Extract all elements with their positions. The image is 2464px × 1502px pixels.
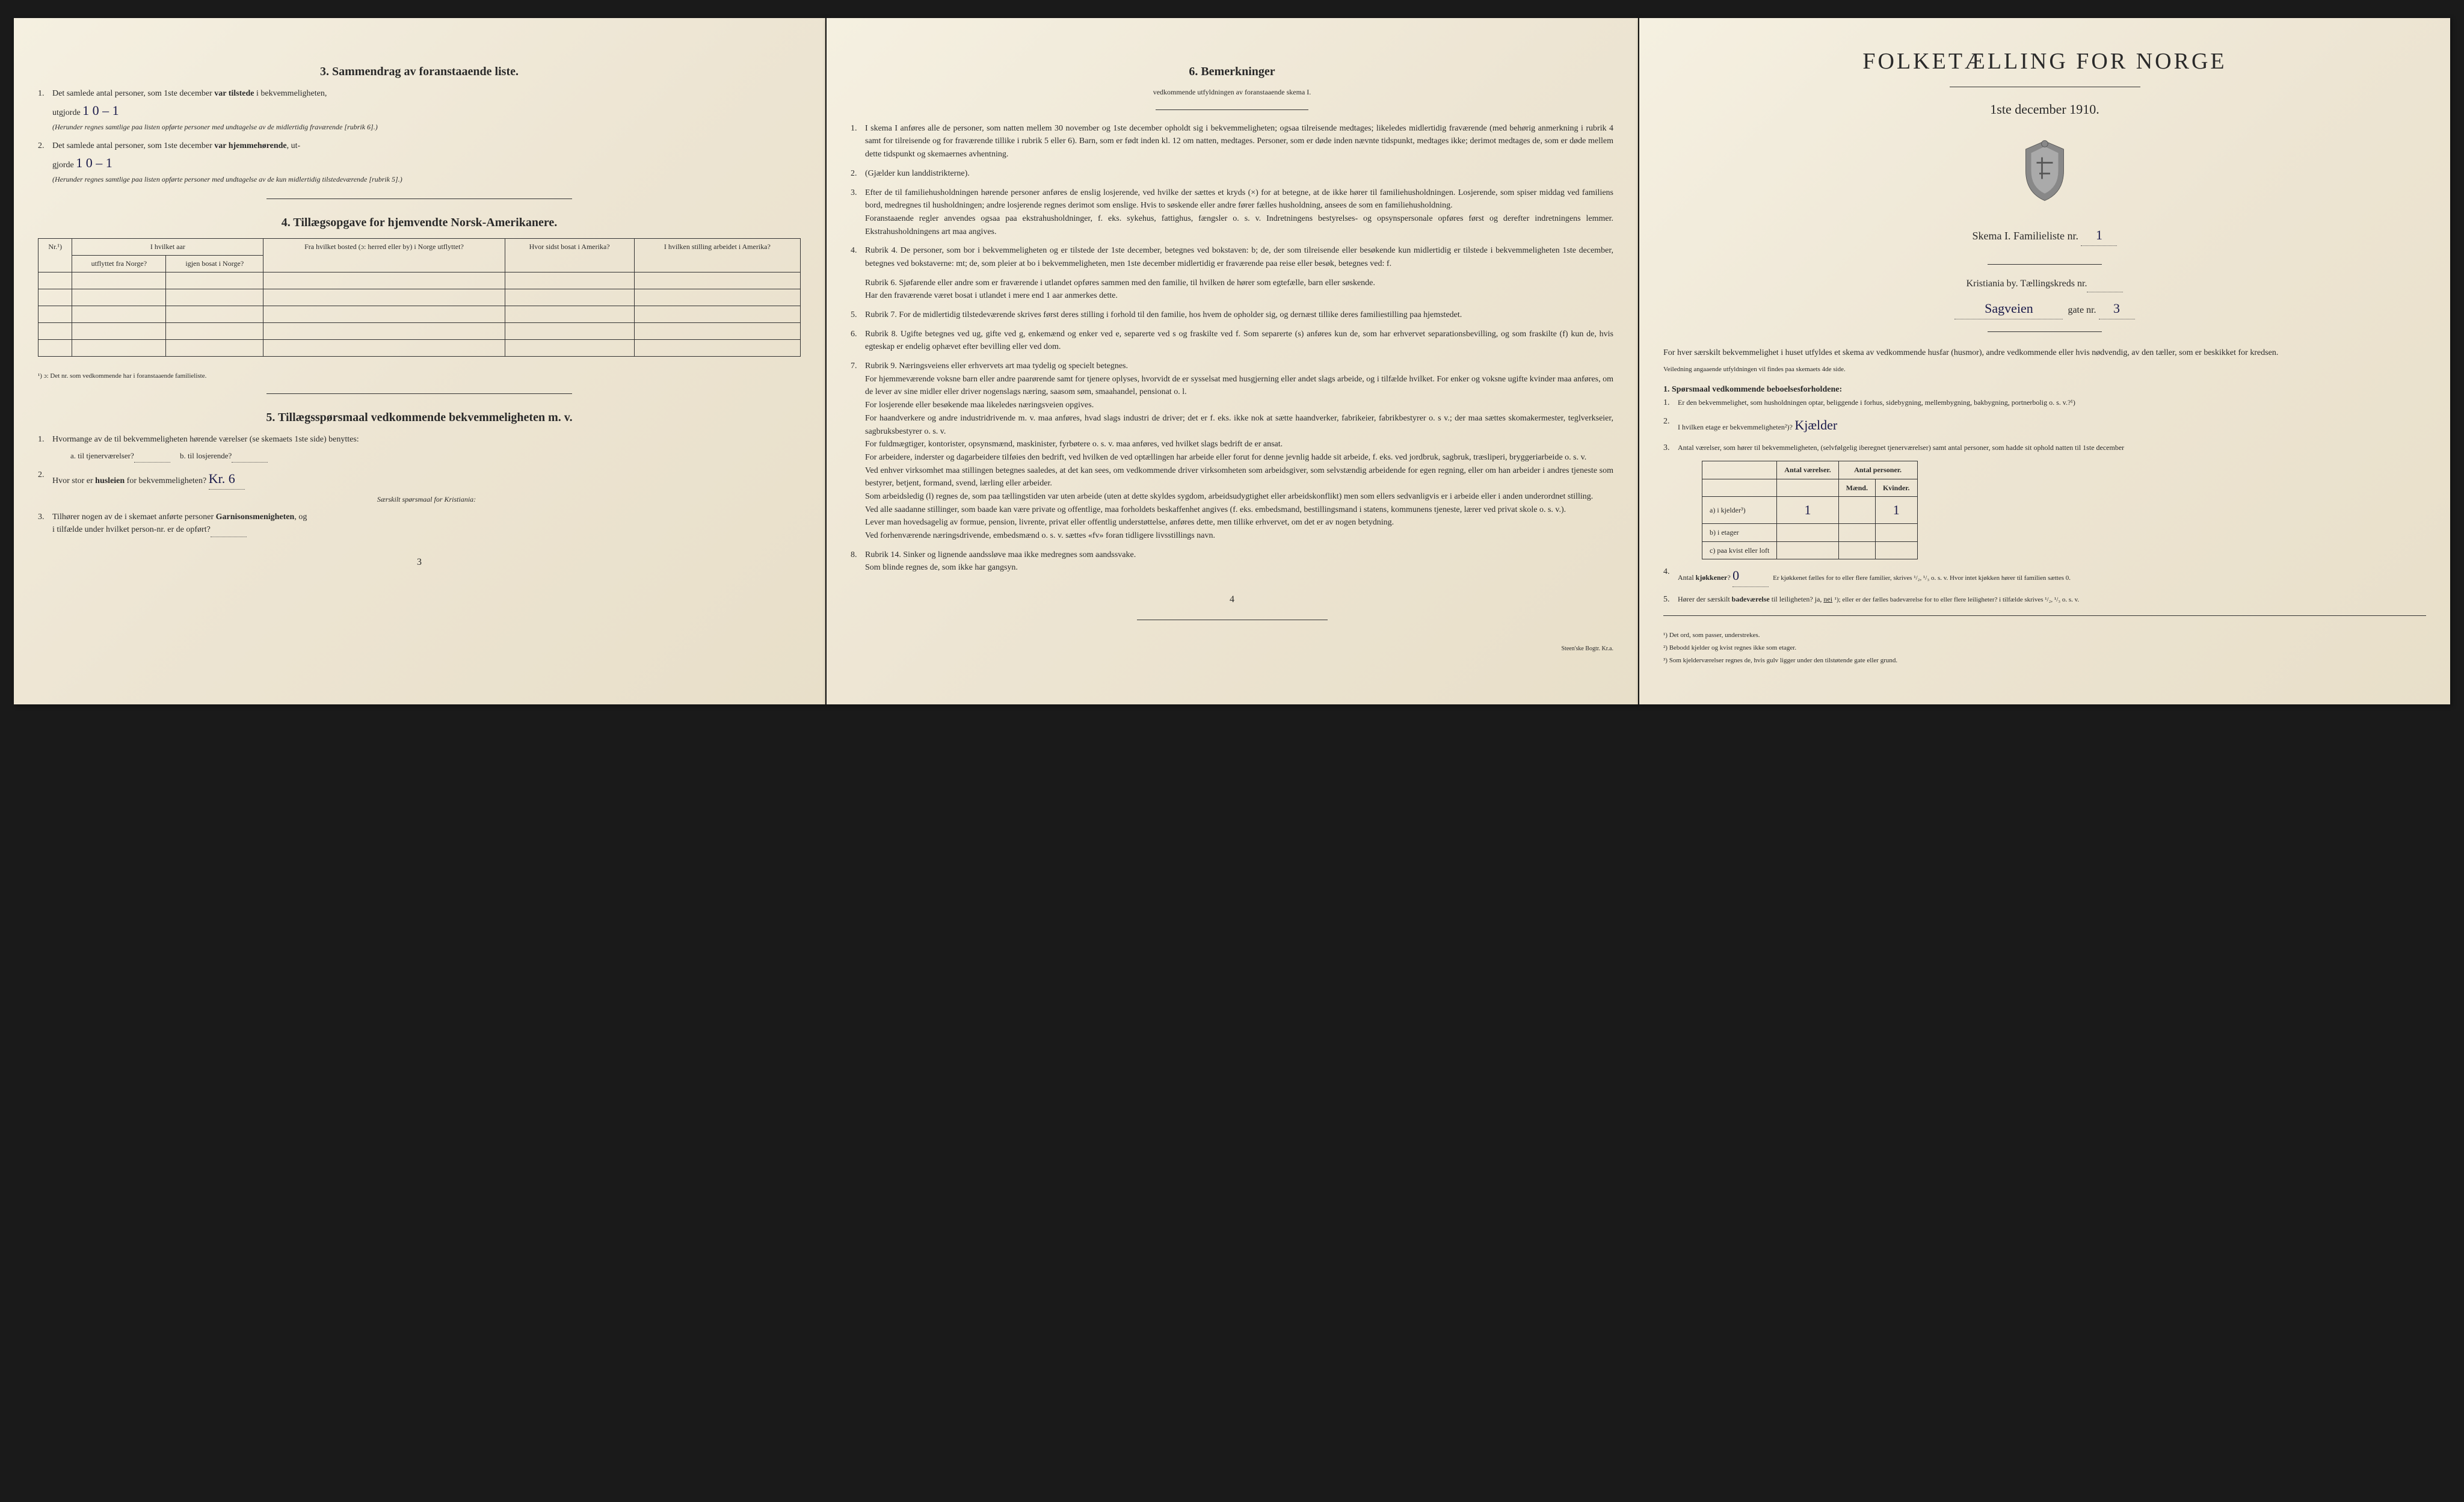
city-line: Kristiania by. Tællingskreds nr. [1663,277,2426,292]
remark-8: 7.Rubrik 9. Næringsveiens eller erhverve… [851,360,1613,543]
table-row [38,289,801,306]
sec6-subheading: vedkommende utfyldningen av foranstaaend… [851,87,1613,97]
sec6-list: 1.I skema I anføres alle de personer, so… [851,122,1613,574]
divider [1988,331,2102,332]
table-row: b) i etager [1702,524,1918,542]
sec4-heading: 4. Tillægsopgave for hjemvendte Norsk-Am… [38,216,801,230]
remark-4: 4.Rubrik 4. De personer, som bor i bekve… [851,244,1613,270]
sec5-heading: 5. Tillægsspørsmaal vedkommende bekvemme… [38,411,801,425]
table-row [38,339,801,356]
housing-q1: 1.Er den bekvemmelighet, som husholdning… [1663,396,2426,410]
street-name: Sagveien [1954,298,2063,319]
housing-questions: 1.Er den bekvemmelighet, som husholdning… [1663,396,2426,606]
sec4-table: Nr.¹) I hvilket aar Fra hvilket bosted (… [38,238,801,357]
sec6-heading: 6. Bemerkninger [851,65,1613,79]
familieliste-nr: 1 [2081,225,2117,246]
sec3-item2: 2. Det samlede antal personer, som 1ste … [38,140,801,186]
sec5-q1: 1. Hvormange av de til bekvemmeligheten … [38,433,801,463]
remark-5: Rubrik 6. Sjøfarende eller andre som er … [851,277,1613,303]
street-nr: 3 [2099,298,2135,319]
coat-of-arms-icon [1663,138,2426,207]
page-4: 6. Bemerkninger vedkommende utfyldningen… [827,18,1638,704]
remark-7: 6.Rubrik 8. Ugifte betegnes ved ug, gift… [851,328,1613,354]
q-heading: 1. Spørsmaal vedkommende beboelsesforhol… [1663,383,2426,396]
rent-value: Kr. 6 [209,469,245,490]
divider [1988,264,2102,265]
intro-note: Veiledning angaaende utfyldningen vil fi… [1663,365,2426,375]
divider [1156,109,1308,110]
page-cover: FOLKETÆLLING FOR NORGE 1ste december 191… [1639,18,2450,704]
intro-text: For hver særskilt bekvemmelighet i huset… [1663,346,2426,360]
census-title: FOLKETÆLLING FOR NORGE [1663,48,2426,75]
remark-6: 5.Rubrik 7. For de midlertidig tilstedev… [851,309,1613,322]
skema-line: Skema I. Familieliste nr. 1 [1663,225,2426,246]
divider [1663,615,2426,616]
sec5-list: 1. Hvormange av de til bekvemmeligheten … [38,433,801,537]
page-number: 4 [851,592,1613,608]
rooms-table: Antal værelser. Antal personer. Mænd. Kv… [1702,461,1918,559]
kitchens-value: 0 [1732,565,1769,586]
sec3-item2-value: 1 0 – 1 [76,155,112,170]
table-row: a) i kjelder³) 1 1 [1702,497,1918,524]
sec3-heading: 3. Sammendrag av foranstaaende liste. [38,65,801,79]
sec5-q3: 3. Tilhører nogen av de i skemaet anført… [38,511,801,537]
housing-q4: 4. Antal kjøkkener? 0 Er kjøkkenet fælle… [1663,565,2426,586]
remark-9: 8.Rubrik 14. Sinker og lignende aandsslø… [851,549,1613,574]
sec4-footnote: ¹) ɔ: Det nr. som vedkommende har i fora… [38,371,801,381]
sec4-table-body [38,272,801,356]
street-line: Sagveien gate nr. 3 [1663,298,2426,319]
remark-2: 2.(Gjælder kun landdistrikterne). [851,167,1613,180]
table-row [38,272,801,289]
bath-value: nei [1823,595,1832,603]
table-row: c) paa kvist eller loft [1702,541,1918,559]
table-row [38,322,801,339]
page-number: 3 [38,555,801,570]
housing-q2: 2. I hvilken etage er bekvemmeligheten²)… [1663,415,2426,436]
footnotes: ¹) Det ord, som passer, understrekes. ²)… [1663,630,2426,666]
divider [266,393,571,394]
remark-3: 3.Efter de til familiehusholdningen høre… [851,186,1613,239]
sec3-list: 1. Det samlede antal personer, som 1ste … [38,87,801,186]
printer-mark: Steen'ske Bogtr. Kr.a. [851,644,1613,654]
sec5-q2: 2. Hvor stor er husleien for bekvemmelig… [38,469,801,505]
census-date: 1ste december 1910. [1663,99,2426,120]
housing-q5: 5. Hører der særskilt badeværelse til le… [1663,593,2426,606]
census-document: 3. Sammendrag av foranstaaende liste. 1.… [14,18,2450,704]
remark-1: 1.I skema I anføres alle de personer, so… [851,122,1613,161]
housing-q3: 3. Antal værelser, som hører til bekvemm… [1663,442,2426,559]
sec3-item1: 1. Det samlede antal personer, som 1ste … [38,87,801,134]
table-row [38,306,801,322]
page-3: 3. Sammendrag av foranstaaende liste. 1.… [14,18,825,704]
floor-value: Kjælder [1794,417,1837,432]
sec3-item1-value: 1 0 – 1 [82,103,119,118]
